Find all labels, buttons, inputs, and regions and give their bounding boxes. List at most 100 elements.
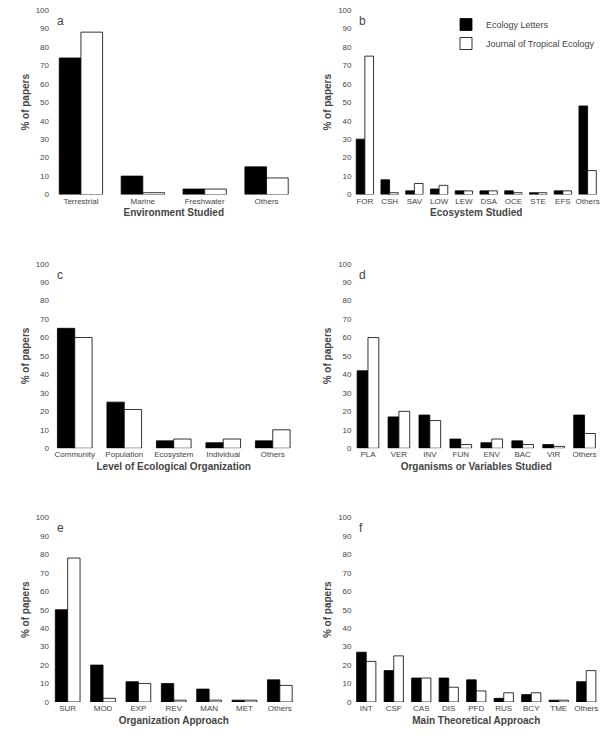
svg-text:80: 80 xyxy=(40,43,49,52)
svg-text:a: a xyxy=(57,14,64,28)
svg-text:100: 100 xyxy=(36,260,50,269)
svg-text:100: 100 xyxy=(338,513,352,522)
svg-text:30: 30 xyxy=(40,389,49,398)
svg-text:90: 90 xyxy=(343,532,352,541)
svg-text:60: 60 xyxy=(40,587,49,596)
svg-text:40: 40 xyxy=(40,117,49,126)
svg-text:20: 20 xyxy=(40,153,49,162)
svg-text:% of papers: % of papers xyxy=(20,327,31,384)
svg-text:Others: Others xyxy=(261,450,285,459)
svg-text:STE: STE xyxy=(530,197,546,206)
svg-text:Terrestrial: Terrestrial xyxy=(63,197,98,206)
svg-text:Environment Studied: Environment Studied xyxy=(123,207,224,218)
svg-text:FUN: FUN xyxy=(453,450,470,459)
svg-text:50: 50 xyxy=(343,352,352,361)
svg-text:70: 70 xyxy=(343,569,352,578)
svg-text:20: 20 xyxy=(343,661,352,670)
svg-text:Ecosystem: Ecosystem xyxy=(154,450,193,459)
svg-text:CSH: CSH xyxy=(381,197,398,206)
svg-text:10: 10 xyxy=(343,679,352,688)
svg-text:Others: Others xyxy=(574,704,598,713)
svg-text:0: 0 xyxy=(347,698,352,707)
svg-text:Population: Population xyxy=(105,450,143,459)
svg-text:MAN: MAN xyxy=(200,704,218,713)
svg-text:50: 50 xyxy=(40,352,49,361)
svg-text:80: 80 xyxy=(343,43,352,52)
svg-text:60: 60 xyxy=(343,587,352,596)
svg-text:70: 70 xyxy=(343,61,352,70)
svg-text:BAC: BAC xyxy=(514,450,531,459)
svg-text:CSF: CSF xyxy=(386,704,402,713)
svg-text:MOD: MOD xyxy=(94,704,113,713)
svg-text:e: e xyxy=(57,521,64,535)
svg-text:Level of Ecological Organizati: Level of Ecological Organization xyxy=(97,461,251,472)
svg-text:40: 40 xyxy=(40,624,49,633)
svg-text:REV: REV xyxy=(166,704,183,713)
svg-text:Community: Community xyxy=(55,450,95,459)
svg-text:10: 10 xyxy=(343,426,352,435)
svg-text:ENV: ENV xyxy=(483,450,500,459)
svg-text:LOW: LOW xyxy=(430,197,449,206)
svg-text:90: 90 xyxy=(343,24,352,33)
svg-text:Organisms or Variables Studied: Organisms or Variables Studied xyxy=(401,461,552,472)
svg-text:LEW: LEW xyxy=(455,197,473,206)
svg-text:SUR: SUR xyxy=(59,704,76,713)
svg-text:0: 0 xyxy=(45,444,50,453)
svg-text:OCE: OCE xyxy=(505,197,522,206)
svg-text:60: 60 xyxy=(343,80,352,89)
svg-text:30: 30 xyxy=(343,642,352,651)
svg-text:100: 100 xyxy=(36,513,50,522)
svg-text:50: 50 xyxy=(40,98,49,107)
svg-text:BCY: BCY xyxy=(523,704,540,713)
svg-text:INV: INV xyxy=(423,450,437,459)
svg-text:% of papers: % of papers xyxy=(20,74,31,131)
svg-text:Others: Others xyxy=(576,197,600,206)
svg-text:RUS: RUS xyxy=(495,704,512,713)
svg-text:40: 40 xyxy=(343,117,352,126)
svg-text:Marine: Marine xyxy=(131,197,156,206)
svg-text:0: 0 xyxy=(45,698,50,707)
svg-text:SAV: SAV xyxy=(407,197,423,206)
svg-text:INT: INT xyxy=(360,704,373,713)
svg-text:60: 60 xyxy=(40,80,49,89)
svg-text:30: 30 xyxy=(40,135,49,144)
svg-text:80: 80 xyxy=(343,296,352,305)
svg-text:100: 100 xyxy=(338,260,352,269)
svg-text:50: 50 xyxy=(40,606,49,615)
svg-text:Main Theoretical Approach: Main Theoretical Approach xyxy=(412,715,540,726)
svg-text:Ecology Letters: Ecology Letters xyxy=(486,20,549,30)
svg-text:DSA: DSA xyxy=(480,197,497,206)
svg-text:% of papers: % of papers xyxy=(322,74,333,131)
svg-text:% of papers: % of papers xyxy=(322,327,333,384)
svg-text:0: 0 xyxy=(45,190,50,199)
svg-text:10: 10 xyxy=(40,172,49,181)
svg-text:PLA: PLA xyxy=(360,450,376,459)
svg-text:30: 30 xyxy=(40,642,49,651)
svg-text:80: 80 xyxy=(40,296,49,305)
svg-text:70: 70 xyxy=(40,569,49,578)
svg-text:40: 40 xyxy=(343,624,352,633)
svg-text:90: 90 xyxy=(343,278,352,287)
svg-text:Ecosystem Studied: Ecosystem Studied xyxy=(430,207,522,218)
svg-text:30: 30 xyxy=(343,135,352,144)
svg-text:40: 40 xyxy=(40,370,49,379)
svg-text:c: c xyxy=(57,268,63,282)
svg-text:CAS: CAS xyxy=(413,704,429,713)
svg-text:f: f xyxy=(359,521,363,535)
svg-text:DIS: DIS xyxy=(442,704,455,713)
svg-text:10: 10 xyxy=(343,172,352,181)
svg-text:20: 20 xyxy=(343,153,352,162)
svg-text:VER: VER xyxy=(391,450,408,459)
svg-text:PFD: PFD xyxy=(468,704,484,713)
svg-text:0: 0 xyxy=(347,190,352,199)
svg-text:90: 90 xyxy=(40,278,49,287)
svg-text:70: 70 xyxy=(40,315,49,324)
svg-text:MET: MET xyxy=(236,704,253,713)
svg-text:Individual: Individual xyxy=(206,450,240,459)
svg-text:40: 40 xyxy=(343,370,352,379)
svg-text:90: 90 xyxy=(40,24,49,33)
svg-text:60: 60 xyxy=(343,333,352,342)
svg-text:Others: Others xyxy=(268,704,292,713)
svg-text:90: 90 xyxy=(40,532,49,541)
svg-text:100: 100 xyxy=(36,6,50,15)
